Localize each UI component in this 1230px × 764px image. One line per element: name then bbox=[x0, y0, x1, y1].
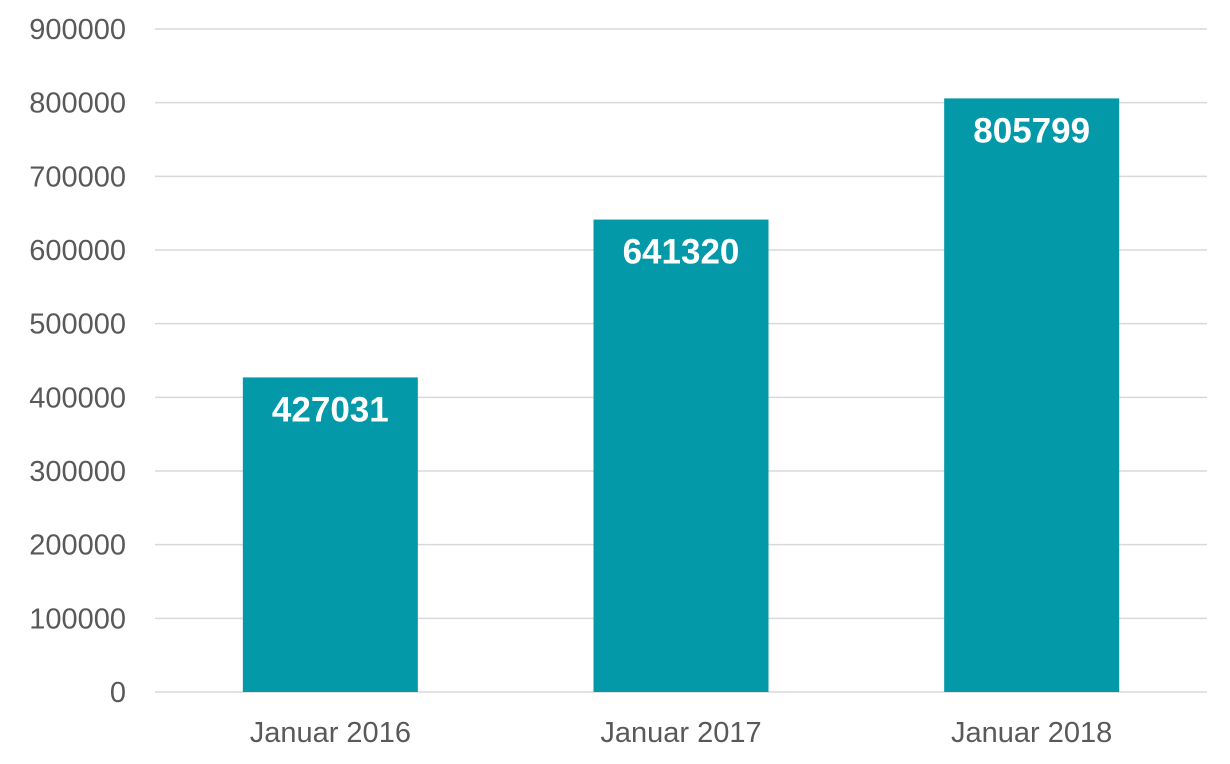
x-axis-category-labels: Januar 2016 Januar 2017 Januar 2018 bbox=[250, 717, 1113, 749]
data-label: 427031 bbox=[272, 390, 389, 429]
data-labels: 427031 641320 805799 bbox=[272, 111, 1090, 429]
data-label: 641320 bbox=[623, 233, 740, 272]
y-tick-label: 400000 bbox=[29, 382, 126, 414]
y-axis-tick-labels: 0 100000 200000 300000 400000 500000 600000 700… bbox=[29, 14, 126, 709]
x-category-label: Januar 2018 bbox=[951, 717, 1112, 749]
y-tick-label: 300000 bbox=[29, 456, 126, 488]
y-tick-label: 500000 bbox=[29, 309, 126, 341]
y-tick-label: 100000 bbox=[29, 603, 126, 635]
y-tick-label: 0 bbox=[110, 677, 126, 709]
x-category-label: Januar 2016 bbox=[250, 717, 411, 749]
x-category-label: Januar 2017 bbox=[600, 717, 761, 749]
bars bbox=[242, 98, 1120, 693]
y-tick-label: 800000 bbox=[29, 88, 126, 120]
data-label: 805799 bbox=[973, 111, 1090, 150]
y-tick-label: 600000 bbox=[29, 235, 126, 267]
bar-2 bbox=[593, 219, 769, 693]
y-tick-label: 900000 bbox=[29, 14, 126, 46]
bar-1 bbox=[242, 377, 418, 692]
bar-3 bbox=[944, 98, 1120, 693]
y-tick-label: 700000 bbox=[29, 161, 126, 193]
y-tick-label: 200000 bbox=[29, 530, 126, 562]
